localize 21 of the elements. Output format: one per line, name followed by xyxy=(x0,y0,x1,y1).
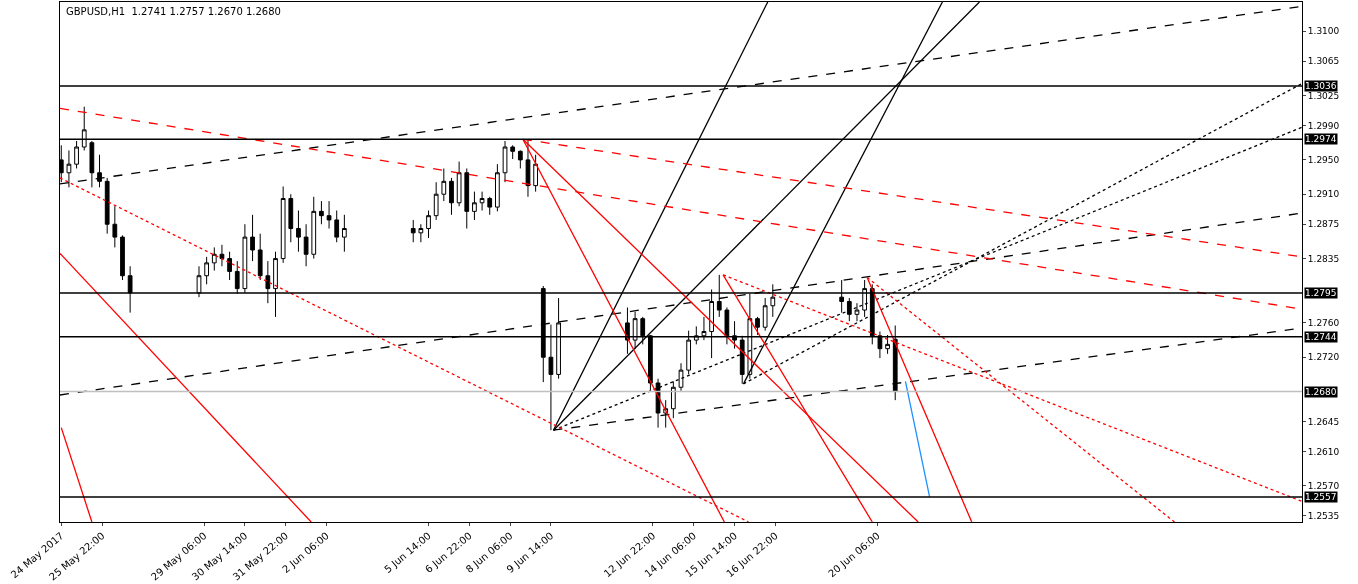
y-tick-label: 1.3065 xyxy=(1307,56,1340,67)
y-tick-label: 1.2720 xyxy=(1307,352,1340,363)
y-tick-label: 1.3100 xyxy=(1307,26,1340,37)
y-tick-label: 1.2535 xyxy=(1307,511,1340,522)
y-tick-label: 1.2950 xyxy=(1307,155,1340,166)
y-tick-label: 1.3025 xyxy=(1307,90,1340,101)
y-tick-label: 1.2875 xyxy=(1307,219,1340,230)
y-tick-label: 1.2990 xyxy=(1307,120,1340,131)
y-tick-label: 1.2570 xyxy=(1307,481,1340,492)
y-tick-label: 1.2910 xyxy=(1307,189,1340,200)
chart-title: GBPUSD,H1 1.2741 1.2757 1.2670 1.2680 xyxy=(66,6,281,17)
ref-line-label: 1.2744 xyxy=(1305,332,1337,342)
ref-line-label: 1.2680 xyxy=(1305,387,1337,397)
y-tick-label: 1.2835 xyxy=(1307,253,1340,264)
ref-line-label: 1.2974 xyxy=(1305,134,1337,144)
ref-line-label: 1.3036 xyxy=(1305,81,1337,91)
y-tick-label: 1.2645 xyxy=(1307,416,1340,427)
y-tick-label: 1.2610 xyxy=(1307,446,1340,457)
ref-line-label: 1.2557 xyxy=(1305,492,1337,502)
ref-line-label: 1.2795 xyxy=(1305,288,1337,298)
y-tick-label: 1.2760 xyxy=(1307,318,1340,329)
